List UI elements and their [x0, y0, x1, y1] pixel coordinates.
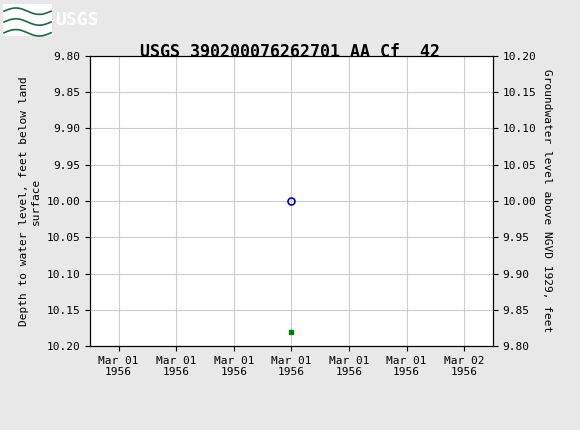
Y-axis label: Groundwater level above NGVD 1929, feet: Groundwater level above NGVD 1929, feet — [542, 69, 552, 333]
Y-axis label: Depth to water level, feet below land
surface: Depth to water level, feet below land su… — [19, 76, 41, 326]
Text: USGS: USGS — [55, 11, 99, 29]
FancyBboxPatch shape — [3, 4, 52, 36]
Text: USGS 390200076262701 AA Cf  42: USGS 390200076262701 AA Cf 42 — [140, 43, 440, 61]
